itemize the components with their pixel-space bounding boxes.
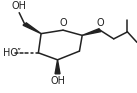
Text: O: O — [59, 18, 67, 28]
Text: OH: OH — [12, 1, 27, 11]
Text: O: O — [96, 18, 104, 28]
Polygon shape — [55, 60, 60, 74]
Text: OH: OH — [50, 76, 65, 86]
Polygon shape — [82, 29, 101, 35]
Text: ’’: ’’ — [16, 47, 21, 56]
Text: HO: HO — [3, 48, 18, 58]
Polygon shape — [23, 23, 41, 34]
